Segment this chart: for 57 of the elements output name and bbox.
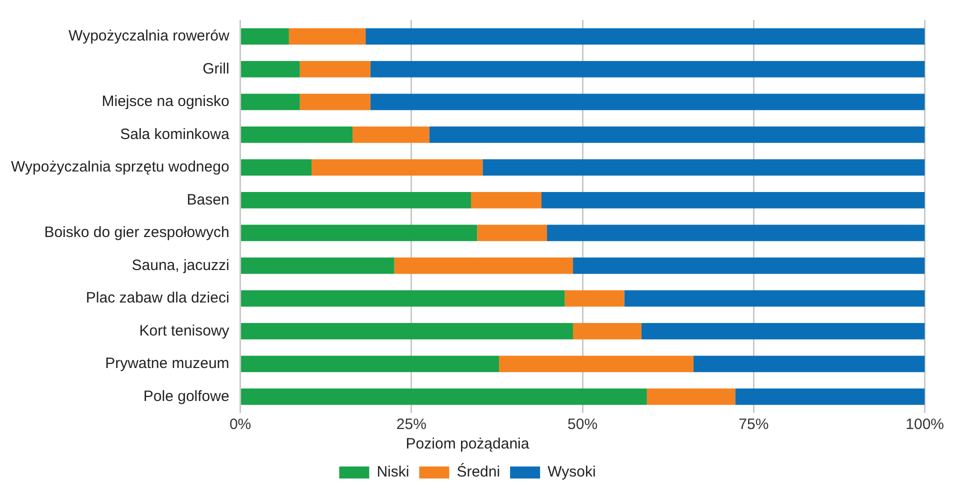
bar (646, 388, 736, 405)
bar (477, 224, 547, 242)
y-tick-label: Prywatne muzeum (105, 355, 230, 372)
x-tick-label: 75% (738, 416, 769, 434)
bar (470, 192, 542, 208)
y-tick-label: Sala kominkowa (120, 126, 230, 143)
bar (241, 28, 289, 45)
bar (394, 257, 573, 274)
bar (241, 60, 300, 78)
bar (370, 60, 925, 78)
legend-label: Średni (456, 462, 500, 481)
bar (241, 126, 353, 143)
y-tick-label: Wypożyczalnia rowerów (68, 28, 230, 45)
bar (241, 159, 312, 176)
bar (499, 356, 694, 372)
y-tick-label: Grill (202, 60, 230, 78)
bar (241, 290, 565, 307)
y-tick-label: Kort tenisowy (139, 322, 230, 340)
bar (429, 126, 925, 143)
y-tick-label: Pole golfowe (143, 388, 230, 405)
bar (693, 356, 925, 372)
bar (241, 257, 394, 274)
bar (641, 322, 925, 340)
bar (624, 290, 925, 307)
legend-label: Niski (376, 464, 410, 481)
x-tick-label: 25% (396, 416, 426, 434)
bar (241, 224, 478, 242)
y-tick-label: Wypożyczalnia sprzętu wodnego (10, 158, 230, 176)
bar (482, 159, 925, 176)
y-tick-label: Boisko do gier zespołowych (44, 224, 230, 242)
bar (241, 322, 573, 340)
legend-label: Wysoki (548, 464, 596, 481)
bar (352, 126, 430, 143)
x-tick-label: 50% (568, 416, 598, 434)
bar (300, 94, 370, 110)
bar (370, 94, 925, 110)
bar (366, 28, 925, 45)
bar (572, 257, 925, 274)
bar (312, 159, 483, 176)
legend-title: Poziom pożądania (406, 436, 530, 453)
bar (564, 290, 624, 307)
y-tick-label: Plac zabaw dla dzieci (86, 290, 230, 307)
bar (735, 388, 925, 405)
bar (241, 94, 300, 110)
y-tick-label: Basen (186, 191, 230, 208)
bar (241, 192, 471, 208)
x-tick-label: 100% (906, 416, 944, 434)
bar (300, 60, 370, 78)
bar (546, 224, 925, 242)
bar (241, 388, 647, 405)
bar (241, 356, 500, 372)
bar (572, 322, 642, 340)
bar (541, 192, 925, 208)
y-tick-label: Miejsce na ognisko (102, 93, 230, 110)
x-tick-label: 0% (229, 416, 252, 434)
y-tick-label: Sauna, jacuzzi (132, 256, 230, 274)
bar (288, 28, 366, 45)
